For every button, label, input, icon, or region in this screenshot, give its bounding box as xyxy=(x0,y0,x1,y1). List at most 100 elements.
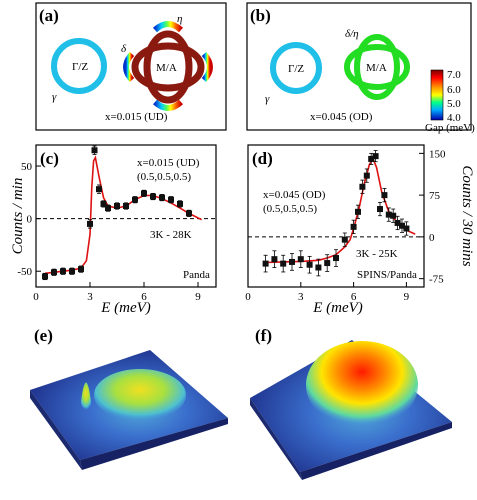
data-point-d xyxy=(355,208,361,215)
y-tick-label-c: 0 xyxy=(27,214,33,226)
data-point-c xyxy=(114,203,120,210)
x-tick-label-d: 9 xyxy=(404,291,410,303)
panel-a-label: (a) xyxy=(39,6,59,25)
gamma-label-a: Γ/Z xyxy=(72,61,88,73)
surface-f-peak xyxy=(306,341,418,429)
x-tick-label-d: 0 xyxy=(245,291,251,303)
surface-e-broad-peak xyxy=(94,369,186,421)
data-point-d xyxy=(385,211,392,218)
colorbar-tick-2: 5.0 xyxy=(447,98,461,110)
data-point-d xyxy=(381,192,388,199)
surface-e-side xyxy=(30,390,82,470)
panel-f: (f) xyxy=(250,326,452,480)
delta-eta-label-b: δ/η xyxy=(345,28,359,40)
data-point-c xyxy=(87,220,93,227)
x-tick-label-c: 0 xyxy=(33,291,39,303)
gamma-pocket-b xyxy=(270,42,322,94)
panel-a: (a) Γ/Z γ M/A η δ x=0.015 (UD) xyxy=(35,2,227,131)
m-label-b: M/A xyxy=(366,62,387,74)
gamma-symbol-b: γ xyxy=(265,93,270,105)
gamma-pocket-a xyxy=(51,38,107,94)
x-tick-label-d: 3 xyxy=(298,291,304,303)
panel-b-label: (b) xyxy=(250,6,271,25)
data-point-d xyxy=(372,153,379,160)
plot-c-instrument: Panda xyxy=(183,269,210,281)
data-point-d xyxy=(341,236,348,243)
data-point-d xyxy=(368,155,375,162)
colorbar-label: Gap (meV) xyxy=(425,122,475,134)
data-point-d xyxy=(350,223,357,230)
data-point-c xyxy=(105,205,111,212)
x-tick-label-c: 3 xyxy=(87,291,93,303)
data-point-c xyxy=(51,269,57,276)
data-point-c xyxy=(60,268,66,275)
data-point-c xyxy=(69,268,75,275)
data-point-c xyxy=(42,273,48,280)
x-tick-label-c: 9 xyxy=(195,291,201,303)
data-point-d xyxy=(297,256,304,263)
data-point-c xyxy=(141,190,147,197)
doping-label-b: x=0.045 (OD) xyxy=(310,111,373,123)
plot-c-temps: 3K - 28K xyxy=(150,229,192,241)
panel-d-label: (d) xyxy=(252,149,273,168)
m-label-a: M/A xyxy=(156,62,177,74)
data-point-c xyxy=(100,200,107,207)
plot-c-info-2: (0.5,0.5,0.5) xyxy=(137,171,191,183)
plot-d-frame xyxy=(247,144,425,288)
data-point-c xyxy=(186,210,192,217)
plot-d-ylabel: Counts / 30 mins xyxy=(459,165,475,266)
plot-d-info-1: x=0.045 (OD) xyxy=(263,189,326,201)
data-point-c xyxy=(150,193,156,200)
data-point-d xyxy=(399,222,405,229)
data-point-c xyxy=(132,196,138,203)
fermi-surface-ellipses-b xyxy=(344,34,410,100)
data-point-d xyxy=(306,261,313,268)
panel-c-label: (c) xyxy=(40,149,59,168)
doping-label-a: x=0.015 (UD) xyxy=(105,111,168,123)
data-point-d xyxy=(280,260,287,267)
data-point-d xyxy=(403,225,410,232)
data-point-c xyxy=(78,266,84,273)
plot-d-marks: 0 3 6 9 -75 0 75 150 xyxy=(245,148,446,303)
plot-c-xlabel: E (meV) xyxy=(100,300,151,316)
panel-c: (c) Counts / min E (meV) x=0.015 (UD) (0… xyxy=(10,144,217,316)
y-tick-label-d: 0 xyxy=(429,232,435,244)
panel-a-frame xyxy=(35,2,227,131)
data-point-c xyxy=(168,196,174,203)
eta-label-a: η xyxy=(177,13,182,25)
surface-f-side xyxy=(250,398,302,480)
panel-b: (b) Γ/Z γ M/A δ/η x=0.045 (OD) 7.0 6.0 5… xyxy=(246,2,475,134)
panel-e-label: (e) xyxy=(34,326,53,345)
plot-c-info-1: x=0.015 (UD) xyxy=(137,157,200,169)
data-point-d xyxy=(315,264,322,271)
surface-e-front xyxy=(80,418,228,470)
x-tick-label-d: 6 xyxy=(351,291,357,303)
gamma-symbol-a: γ xyxy=(52,91,57,103)
data-point-d xyxy=(333,255,339,262)
plot-c-marks: 0 3 6 9 -50 0 50 xyxy=(17,145,216,303)
plot-c-frame xyxy=(35,144,217,288)
data-point-d xyxy=(394,219,401,226)
y-tick-label-c: 50 xyxy=(21,161,33,173)
data-point-c xyxy=(91,147,98,154)
data-point-d xyxy=(390,212,397,219)
surface-e-sharp-peak xyxy=(80,382,92,410)
plot-c-ylabel: Counts / min xyxy=(10,178,26,255)
fermi-surface-ellipses-a xyxy=(131,30,205,104)
data-point-c xyxy=(159,194,165,201)
panel-d: (d) Counts / 30 mins E (meV) x=0.045 (OD… xyxy=(245,144,475,316)
data-point-d xyxy=(262,260,269,267)
data-point-c xyxy=(177,200,183,207)
data-point-c xyxy=(123,203,129,210)
x-tick-label-c: 6 xyxy=(141,291,147,303)
data-point-d xyxy=(271,256,278,263)
data-point-d xyxy=(289,258,295,265)
data-point-c xyxy=(96,186,102,193)
colorbar-tick-1: 6.0 xyxy=(447,84,461,96)
plot-d-info-2: (0.5,0.5,0.5) xyxy=(263,203,317,215)
panel-b-frame xyxy=(246,2,472,131)
delta-label-a: δ xyxy=(121,43,127,55)
gap-colorbar xyxy=(430,69,444,121)
gamma-label-b: Γ/Z xyxy=(288,63,304,75)
y-tick-label-d: 150 xyxy=(429,148,446,160)
